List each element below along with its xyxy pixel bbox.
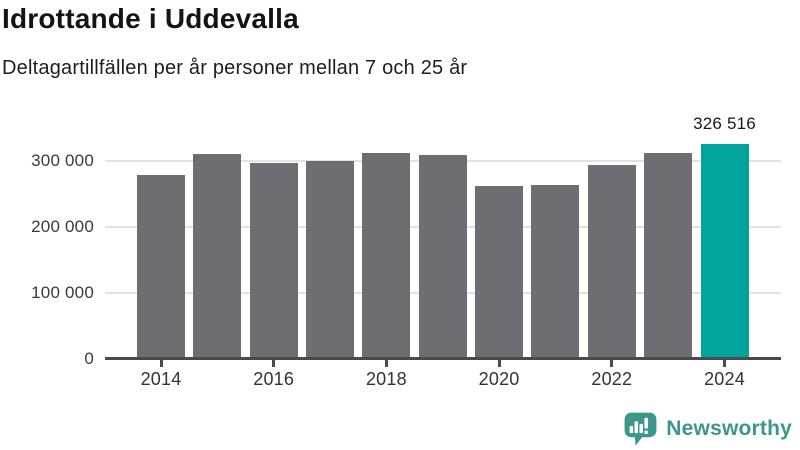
- bar-2023: [644, 153, 693, 360]
- x-tick-2018: [384, 360, 388, 367]
- x-axis-label-2014: 2014: [140, 368, 182, 389]
- bar-2015: [193, 153, 242, 360]
- x-axis-label-2024: 2024: [704, 368, 745, 389]
- newsworthy-icon: [624, 412, 657, 446]
- bar-2022: [587, 165, 636, 360]
- bar-2014: [137, 174, 185, 360]
- bar-2019: [418, 154, 467, 360]
- y-axis-label: 200 000: [31, 216, 94, 236]
- y-axis-label: 100 000: [31, 282, 94, 302]
- bar-2024: [700, 143, 749, 360]
- bar-2020: [475, 186, 524, 360]
- bar-2016: [249, 163, 298, 360]
- y-axis-label: 300 000: [31, 151, 94, 171]
- chart-subtitle: Deltagartillfällen per år personer mella…: [2, 57, 468, 79]
- x-tick-2022: [610, 360, 614, 367]
- bar-2021: [531, 185, 580, 360]
- newsworthy-wordmark: Newsworthy: [666, 416, 792, 440]
- bar-2018: [362, 153, 411, 360]
- x-axis-line: [105, 357, 781, 360]
- bar-2017: [306, 161, 355, 360]
- x-tick-2016: [272, 360, 276, 367]
- x-tick-2014: [159, 360, 163, 367]
- x-axis-label-2016: 2016: [253, 368, 295, 389]
- x-axis-label-2020: 2020: [478, 368, 520, 389]
- chart-title: Idrottande i Uddevalla: [2, 3, 299, 34]
- newsworthy-logo: Newsworthy: [622, 410, 792, 447]
- x-axis-label-2018: 2018: [365, 368, 407, 389]
- highlight-value-label: 326 516: [693, 113, 756, 133]
- x-tick-2024: [723, 360, 726, 367]
- x-tick-2020: [497, 360, 501, 367]
- x-axis-label-2022: 2022: [591, 368, 633, 389]
- y-axis-label: 0: [84, 348, 94, 368]
